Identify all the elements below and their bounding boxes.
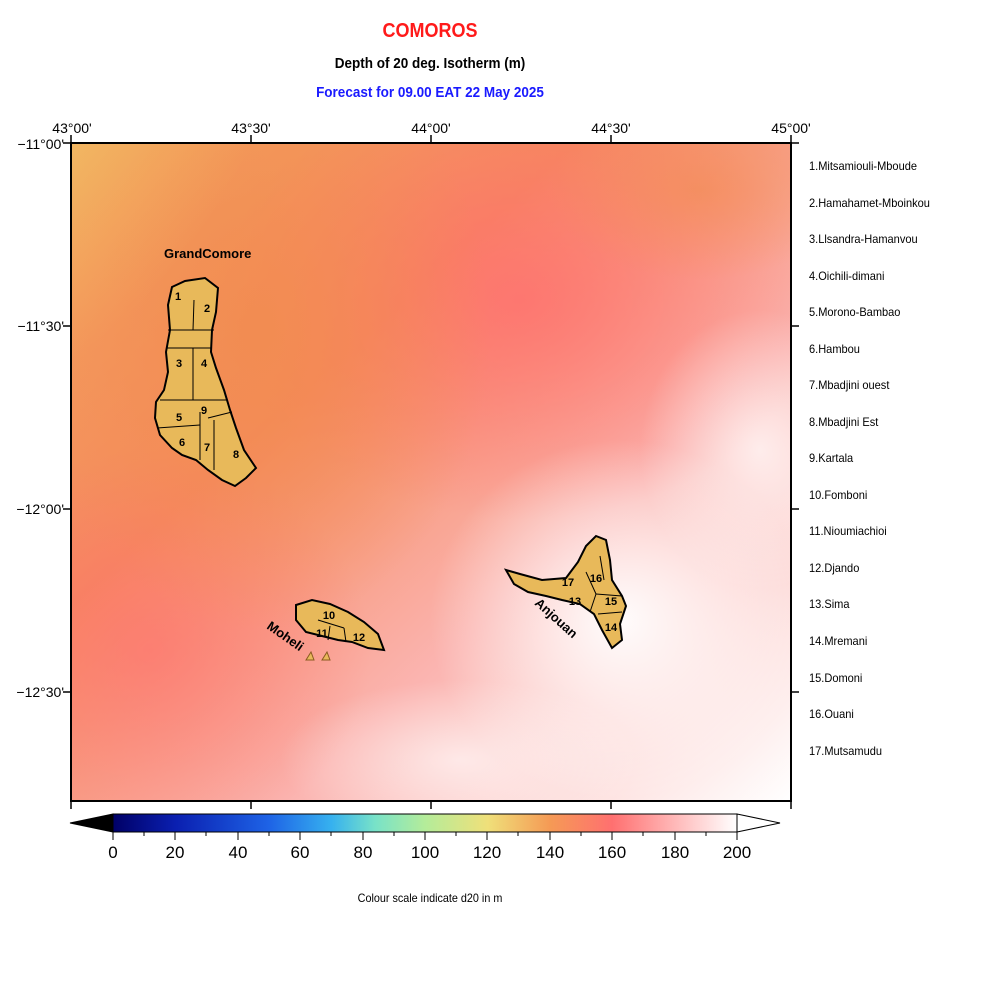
grand-comore-island: [153, 276, 258, 488]
region-number: 5: [176, 412, 182, 424]
region-number: 16: [590, 573, 602, 585]
moheli-island: [295, 598, 386, 661]
legend-item: 17.Mutsamudu: [809, 744, 883, 758]
legend-item: 11.Nioumiachioi: [809, 524, 887, 538]
depth-field: [71, 143, 791, 801]
colorbar-label: 0: [108, 843, 118, 862]
region-number: 6: [179, 437, 185, 449]
grand-comore-label: GrandComore: [164, 246, 251, 261]
lat-tick-label: −12°30': [16, 684, 64, 700]
anjouan-island: [503, 534, 628, 650]
legend-item: 9.Kartala: [809, 451, 854, 465]
legend-item: 7.Mbadjini ouest: [809, 378, 890, 392]
colorbar-label: 180: [660, 843, 690, 862]
map-title: COMOROS: [382, 20, 478, 42]
map-subtitle: Depth of 20 deg. Isotherm (m): [334, 55, 526, 72]
axis-ticks: [63, 135, 799, 809]
region-number: 7: [204, 442, 210, 454]
forecast-time: Forecast for 09.00 EAT 22 May 2025: [316, 84, 544, 101]
lat-tick-label: −12°00': [16, 501, 64, 517]
colorbar-label: 200: [722, 843, 752, 862]
colorbar-note: Colour scale indicate d20 in m: [357, 891, 503, 905]
region-number: 13: [569, 596, 581, 608]
legend-item: 15.Domoni: [809, 671, 863, 685]
legend-item: 2.Hamahamet-Mboinkou: [809, 196, 930, 210]
lon-tick-label: 43°30': [231, 120, 271, 136]
legend-item: 3.Llsandra-Hamanvou: [809, 232, 918, 246]
colorbar-label: 120: [472, 843, 502, 862]
lon-tick-label: 44°30': [591, 120, 631, 136]
legend-item: 6.Hambou: [809, 342, 860, 356]
colorbar-label: 20: [165, 843, 185, 862]
region-number: 8: [233, 449, 239, 461]
colorbar-label: 60: [290, 843, 310, 862]
legend-item: 4.Oichili-dimani: [809, 269, 885, 283]
region-number: 11: [316, 628, 328, 640]
legend-item: 5.Morono-Bambao: [809, 305, 901, 319]
lat-tick-label: −11°30': [17, 318, 64, 334]
region-numbers: 1 2 3 4 5 6 7 8 9 10 11 12 13 14 15 16 1…: [175, 291, 618, 644]
region-number: 9: [201, 405, 207, 417]
region-number: 17: [562, 577, 574, 589]
legend-item: 10.Fomboni: [809, 488, 868, 502]
lon-tick-label: 45°00': [771, 120, 811, 136]
colorbar-label: 80: [353, 843, 373, 862]
region-number: 4: [201, 358, 208, 370]
colorbar-label: 140: [535, 843, 565, 862]
colorbar-label: 100: [410, 843, 440, 862]
colorbar: [69, 813, 781, 840]
legend-item: 13.Sima: [809, 597, 850, 611]
region-number: 15: [605, 596, 617, 608]
legend-item: 1.Mitsamiouli-Mboude: [809, 159, 917, 173]
region-number: 14: [605, 622, 618, 634]
lon-tick-label: 43°00': [52, 120, 92, 136]
lon-tick-label: 44°00': [411, 120, 451, 136]
legend-item: 12.Djando: [809, 561, 860, 575]
region-number: 2: [204, 303, 210, 315]
legend-item: 16.Ouani: [809, 707, 854, 721]
region-number: 3: [176, 358, 182, 370]
region-number: 12: [353, 632, 365, 644]
legend-item: 14.Mremani: [809, 634, 868, 648]
lat-tick-label: −11°00': [17, 136, 64, 152]
colorbar-label: 40: [228, 843, 248, 862]
region-number: 10: [323, 610, 335, 622]
region-number: 1: [175, 291, 181, 303]
legend-item: 8.Mbadjini Est: [809, 415, 879, 429]
colorbar-label: 160: [597, 843, 627, 862]
